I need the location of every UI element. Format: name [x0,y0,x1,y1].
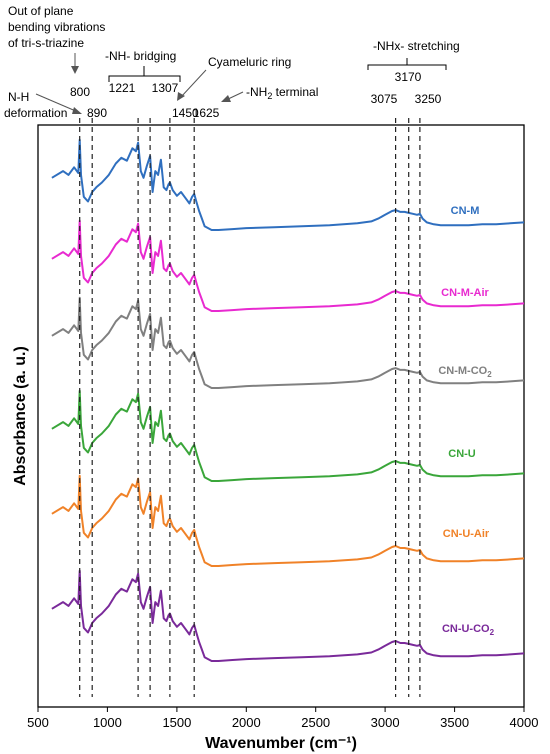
annotation-nh2-terminal: -NH2 terminal [246,85,318,101]
annotation-nh-line-2: deformation [4,106,67,120]
x-axis-title: Wavenumber (cm⁻¹) [205,735,357,752]
series-label-cn-u-co2: CN-U-CO2 [442,623,495,637]
ref-label-890: 890 [87,106,107,120]
series-label-cn-m-air: CN-M-Air [441,287,489,299]
ref-label-1221: 1221 [109,81,136,95]
annotation-oop-line-3: of tri-s-triazine [8,36,84,50]
annotation-nh-arrow [35,93,82,114]
series-labels: CN-M CN-M-Air CN-M-CO2 CN-U CN-U-Air CN-U-CO2 [438,205,494,637]
series-line-cn-u [51,389,525,482]
ref-label-1307: 1307 [152,81,179,95]
annotation-cyameluric-arrow [177,69,207,101]
series-layer [51,138,525,662]
ref-label-1625: 1625 [193,106,220,120]
series-label-cn-m: CN-M [451,205,480,217]
series-line-cn-m [51,138,525,231]
ref-label-1450: 1450 [172,106,199,120]
series-line-cn-m-air [51,219,525,312]
y-axis-title: Absorbance (a. u.) [12,346,29,486]
x-tick-label-500: 500 [27,715,49,730]
annotation-oop-arrow [71,53,79,74]
annotation-oop-line-2: bending vibrations [8,20,105,34]
x-tick-label-3500: 3500 [440,715,469,730]
series-label-cn-u: CN-U [448,448,476,460]
annotation-nh2-arrow [221,91,244,102]
series-label-cn-u-air: CN-U-Air [443,528,490,540]
ref-label-800: 800 [70,85,90,99]
ref-label-3075: 3075 [371,92,398,106]
x-tick-label-1500: 1500 [162,715,191,730]
annotation-bridging: -NH- bridging [105,49,176,63]
annotation-nh-line-1: N-H [8,90,29,104]
series-line-cn-m-co2 [51,296,525,389]
series-line-cn-u-air [51,474,525,567]
x-tick-label-4000: 4000 [510,715,539,730]
series-line-cn-u-co2 [51,569,525,662]
series-label-cn-m-co2: CN-M-CO2 [438,365,492,379]
x-tick-label-2000: 2000 [232,715,261,730]
plot-frame [37,124,525,708]
ref-label-3250: 3250 [415,92,442,106]
x-tick-label-3000: 3000 [371,715,400,730]
x-axis-ticks: 500 1000 1500 2000 2500 3000 3500 4000 [27,707,538,730]
x-tick-label-2500: 2500 [301,715,330,730]
annotation-oop-line-1: Out of plane [8,4,74,18]
annotation-cyameluric: Cyameluric ring [208,55,291,69]
annotation-stretching: -NHx- stretching [373,39,460,53]
x-tick-label-1000: 1000 [93,715,122,730]
ref-label-3170: 3170 [395,70,422,84]
